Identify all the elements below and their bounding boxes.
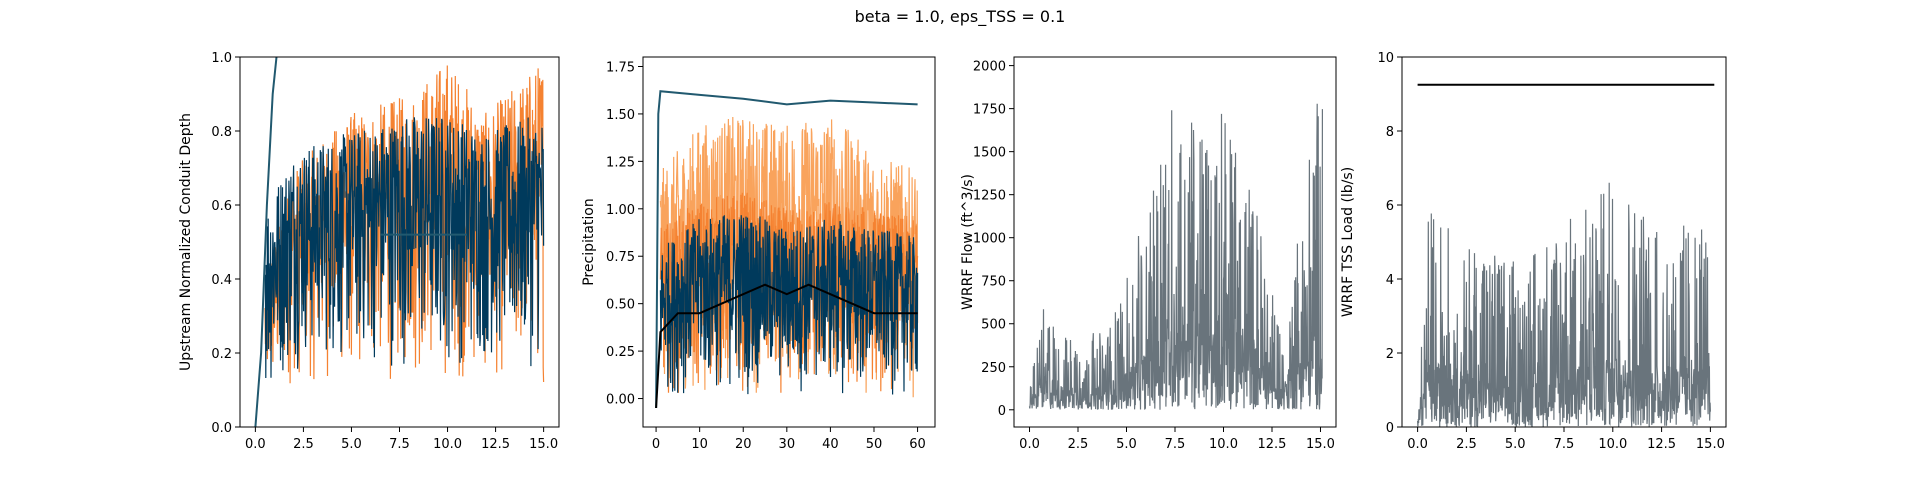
x-tick-label: 12.5 — [481, 437, 510, 452]
series-band-3 — [659, 215, 919, 395]
x-tick-label: 30 — [779, 437, 796, 452]
y-tick-label: 8 — [1386, 125, 1394, 140]
x-tick-label: 40 — [822, 437, 839, 452]
y-tick-label: 0.25 — [606, 345, 635, 360]
y-tick-label: 0.00 — [606, 393, 635, 408]
series-spiky-1 — [1417, 182, 1711, 427]
y-axis-label: Precipitation — [581, 198, 597, 286]
y-tick-label: 1000 — [973, 232, 1006, 247]
subplot-1: 0.0 2.5 5.0 7.5 10.0 12.5 15.0 0.0 0.2 0.4 0.6 0.8 1… — [178, 51, 560, 452]
y-tick-label: 0 — [1386, 421, 1394, 436]
figure-title: beta = 1.0, eps_TSS = 0.1 — [855, 7, 1066, 27]
y-axis-label: WRRF TSS Load (lb/s) — [1340, 167, 1356, 317]
subplot-3: 0.0 2.5 5.0 7.5 10.0 12.5 15.0 0 250 500 750 1000 12… — [960, 56, 1337, 452]
x-tick-label: 15.0 — [1696, 437, 1725, 452]
x-tick-label: 5.0 — [1505, 437, 1526, 452]
x-tick-label: 2.5 — [1456, 437, 1477, 452]
y-tick-label: 1500 — [973, 146, 1006, 161]
x-tick-label: 15.0 — [1306, 437, 1335, 452]
x-tick-label: 7.5 — [1165, 437, 1186, 452]
x-tick-label: 12.5 — [1258, 437, 1287, 452]
y-tick-label: 0.75 — [606, 250, 635, 265]
plot-area-4 — [1417, 83, 1715, 427]
x-tick-label: 10.0 — [1598, 437, 1627, 452]
x-tick-label: 0.0 — [245, 437, 266, 452]
y-axis-label: Upstream Normalized Conduit Depth — [178, 113, 194, 371]
y-tick-label: 10 — [1377, 51, 1394, 66]
y-tick-label: 1.25 — [606, 155, 635, 170]
y-tick-label: 1750 — [973, 103, 1006, 118]
y-tick-label: 2 — [1386, 347, 1394, 362]
x-tick-label: 0.0 — [1407, 437, 1428, 452]
x-tick-label: 60 — [909, 437, 926, 452]
x-tick-label: 5.0 — [1116, 437, 1137, 452]
x-tick-label: 10.0 — [1209, 437, 1238, 452]
y-tick-label: 500 — [981, 318, 1006, 333]
series-spiky-1 — [1028, 103, 1323, 410]
subplot-4: 0.0 2.5 5.0 7.5 10.0 12.5 15.0 0 2 4 6 8 10 WRRF TSS … — [1340, 51, 1727, 452]
y-tick-label: 0.4 — [211, 273, 232, 288]
y-tick-label: 0.0 — [211, 421, 232, 436]
x-tick-label: 10 — [691, 437, 708, 452]
x-tick-label: 15.0 — [529, 437, 558, 452]
y-tick-label: 250 — [981, 361, 1006, 376]
y-tick-label: 0.6 — [211, 199, 232, 214]
y-tick-label: 1.50 — [606, 108, 635, 123]
y-axis-label: WRRF Flow (ft^3/s) — [960, 174, 976, 310]
subplot-2: 0 10 20 30 40 50 60 0.00 0.25 0.50 0.75 1.00 1.25 1.5… — [581, 56, 936, 452]
plot-area-3 — [1028, 103, 1323, 410]
y-tick-label: 4 — [1386, 273, 1394, 288]
plot-area-1 — [254, 57, 545, 427]
series-line-3 — [254, 57, 278, 427]
x-tick-label: 7.5 — [1554, 437, 1575, 452]
x-tick-label: 20 — [735, 437, 752, 452]
series-line-5 — [655, 283, 918, 409]
x-tick-label: 5.0 — [341, 437, 362, 452]
y-tick-label: 1.0 — [211, 51, 232, 66]
series-line-4 — [655, 90, 918, 409]
x-tick-label: 0 — [652, 437, 660, 452]
y-tick-label: 0.8 — [211, 125, 232, 140]
x-tick-label: 0.0 — [1019, 437, 1040, 452]
series-band-2 — [264, 117, 545, 379]
y-tick-label: 1.75 — [606, 60, 635, 75]
y-tick-label: 0 — [998, 404, 1006, 419]
x-tick-label: 2.5 — [293, 437, 314, 452]
y-tick-label: 0.2 — [211, 347, 232, 362]
x-tick-label: 2.5 — [1068, 437, 1089, 452]
plot-area-2 — [655, 90, 919, 409]
y-tick-label: 750 — [981, 275, 1006, 290]
y-tick-label: 1250 — [973, 189, 1006, 204]
x-tick-label: 50 — [866, 437, 883, 452]
y-tick-label: 0.50 — [606, 298, 635, 313]
y-tick-label: 6 — [1386, 199, 1394, 214]
x-tick-label: 7.5 — [389, 437, 410, 452]
axes-container: 0.0 2.5 5.0 7.5 10.0 12.5 15.0 0.0 0.2 0.4 0.6 0.8 1… — [178, 51, 1727, 452]
x-tick-label: 12.5 — [1647, 437, 1676, 452]
x-tick-label: 10.0 — [433, 437, 462, 452]
axes-frame — [642, 56, 936, 428]
y-tick-label: 2000 — [973, 60, 1006, 75]
y-tick-label: 1.00 — [606, 203, 635, 218]
